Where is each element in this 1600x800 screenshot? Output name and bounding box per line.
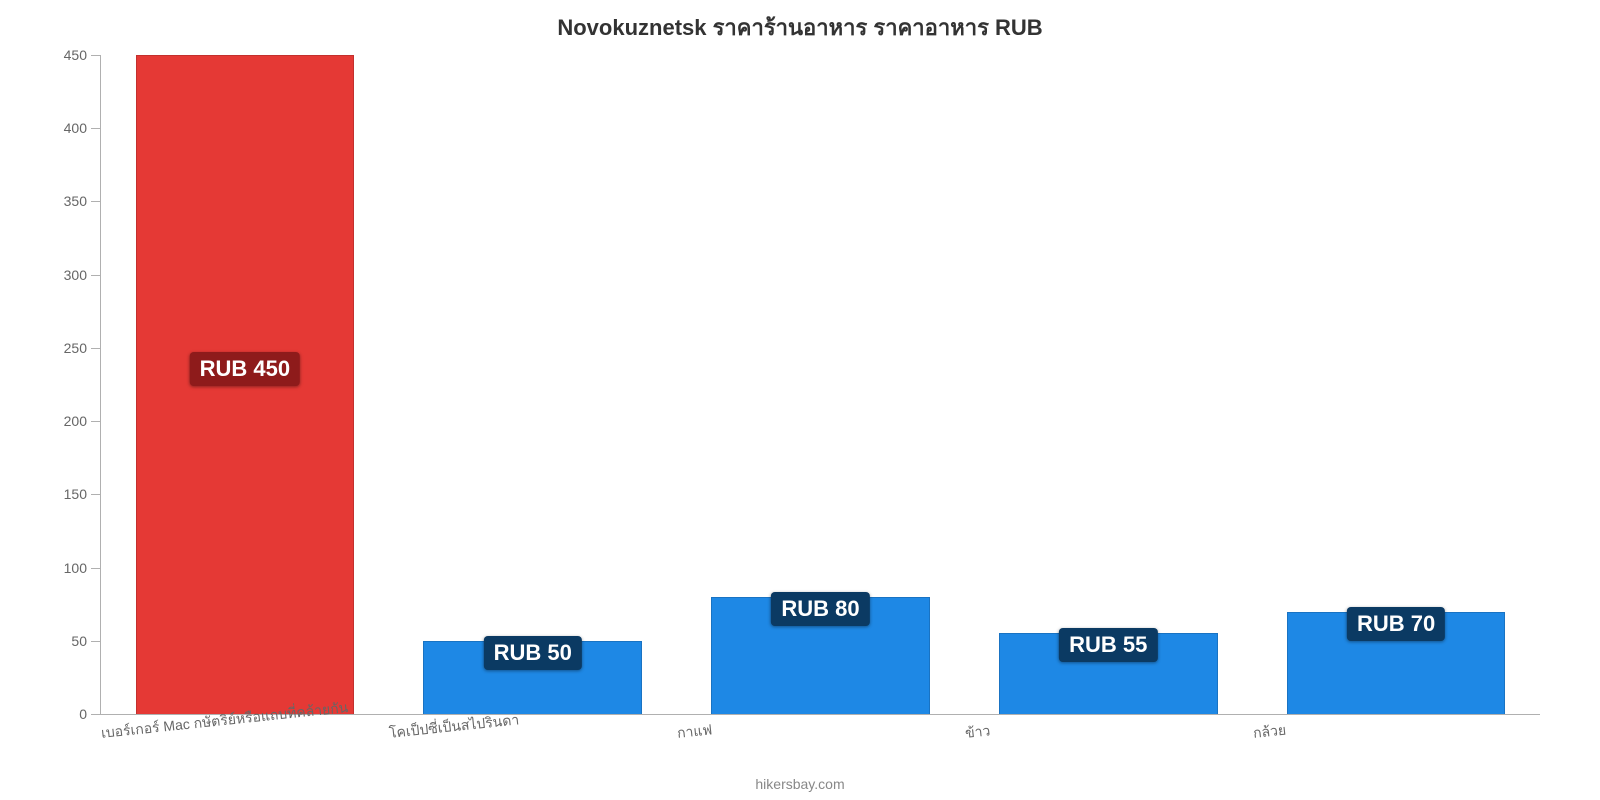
y-axis-label: 200 [64, 413, 101, 429]
bar: RUB 55 [999, 633, 1218, 714]
bar: RUB 70 [1287, 612, 1506, 715]
y-axis-label: 450 [64, 47, 101, 63]
bar-slot: RUB 50 [389, 55, 677, 714]
bar: RUB 450 [136, 55, 355, 714]
y-axis-label: 350 [64, 193, 101, 209]
y-axis-label: 250 [64, 340, 101, 356]
y-axis-label: 100 [64, 560, 101, 576]
bar-slot: RUB 450 [101, 55, 389, 714]
attribution-text: hikersbay.com [0, 776, 1600, 792]
x-label-slot: กล้วย [1252, 715, 1540, 755]
plot-area: RUB 450RUB 50RUB 80RUB 55RUB 70 05010015… [100, 55, 1540, 715]
value-badge: RUB 70 [1347, 607, 1445, 641]
bar: RUB 50 [423, 641, 642, 714]
y-axis-label: 50 [71, 633, 101, 649]
chart-container: Novokuznetsk ราคาร้านอาหาร ราคาอาหาร RUB… [40, 10, 1560, 760]
bar-slot: RUB 55 [964, 55, 1252, 714]
x-label-slot: กาแฟ [676, 715, 964, 755]
x-label-slot: เบอร์เกอร์ Mac กษัตริย์หรือแถบที่คล้ายกั… [100, 715, 388, 755]
x-axis-label: กล้วย [1252, 720, 1287, 745]
value-badge: RUB 50 [484, 636, 582, 670]
y-axis-label: 300 [64, 267, 101, 283]
y-axis-label: 150 [64, 486, 101, 502]
x-axis-label: กาแฟ [676, 719, 713, 745]
x-axis-labels: เบอร์เกอร์ Mac กษัตริย์หรือแถบที่คล้ายกั… [100, 715, 1540, 755]
x-label-slot: ข้าว [964, 715, 1252, 755]
y-axis-label: 0 [79, 706, 101, 722]
bar-slot: RUB 80 [677, 55, 965, 714]
x-axis-label: ข้าว [964, 720, 991, 745]
y-axis-label: 400 [64, 120, 101, 136]
x-label-slot: โคเป็ปซี่เป็นสไปรินดา [388, 715, 676, 755]
chart-title: Novokuznetsk ราคาร้านอาหาร ราคาอาหาร RUB [40, 10, 1560, 45]
bar-slot: RUB 70 [1252, 55, 1540, 714]
value-badge: RUB 55 [1059, 628, 1157, 662]
x-axis-label: โคเป็ปซี่เป็นสไปรินดา [388, 709, 520, 745]
bar: RUB 80 [711, 597, 930, 714]
value-badge: RUB 80 [771, 592, 869, 626]
value-badge: RUB 450 [190, 352, 300, 386]
bars-group: RUB 450 RUB 50 RUB 80 RUB 55 RUB 70 [101, 55, 1540, 714]
